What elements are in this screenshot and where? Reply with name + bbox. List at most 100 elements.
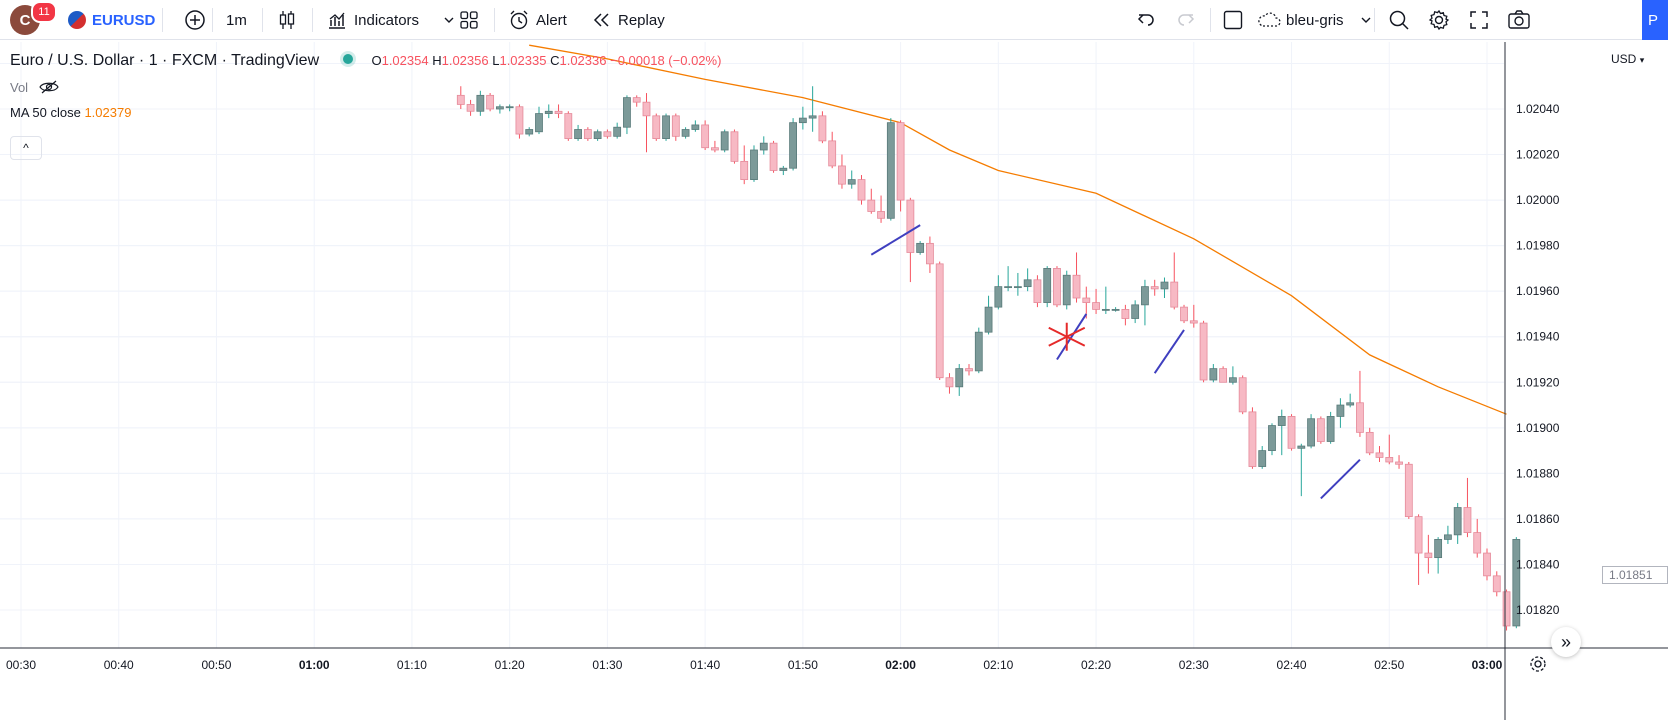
- candle: [984, 295, 993, 335]
- time-tick-label: 01:20: [495, 658, 525, 672]
- chart-type-button[interactable]: [276, 0, 298, 40]
- trend-line-drawing[interactable]: [1320, 458, 1361, 500]
- candle-body: [1131, 304, 1140, 319]
- candle: [994, 275, 1003, 310]
- fullscreen-button[interactable]: [1468, 0, 1490, 40]
- divider: [162, 8, 163, 32]
- alarm-clock-icon: [510, 10, 528, 30]
- candle-body: [1277, 416, 1286, 426]
- candle-body: [1111, 308, 1120, 311]
- settings-button[interactable]: [1428, 0, 1450, 40]
- candle: [1023, 268, 1032, 292]
- divider: [262, 8, 263, 32]
- candle-body: [1053, 268, 1061, 306]
- trend-line-drawing[interactable]: [870, 224, 921, 256]
- candle: [564, 111, 573, 141]
- interval-button[interactable]: 1m: [226, 0, 247, 40]
- ma50-line: [529, 44, 1507, 415]
- candle-body: [456, 94, 465, 105]
- symbol-name: EURUSD: [92, 11, 156, 29]
- candle: [1326, 411, 1335, 444]
- candle-body: [1121, 308, 1130, 319]
- compare-symbol-button[interactable]: [184, 0, 206, 40]
- layout-name-button[interactable]: bleu-gris: [1256, 0, 1374, 40]
- candle: [945, 373, 954, 394]
- candle: [1336, 398, 1345, 428]
- collapse-legend-button[interactable]: ^: [10, 136, 42, 160]
- candle-body: [740, 160, 749, 180]
- indicators-button[interactable]: Indicators: [326, 0, 457, 40]
- time-tick-label: 01:30: [592, 658, 622, 672]
- candle: [808, 86, 817, 132]
- candle: [720, 129, 729, 153]
- candle: [1512, 537, 1521, 629]
- candle: [1404, 461, 1413, 519]
- candle-body: [994, 286, 1003, 308]
- candle-body: [574, 129, 582, 140]
- user-drawings[interactable]: [870, 224, 1361, 500]
- candle-body: [1023, 279, 1032, 288]
- candle-body: [1326, 416, 1335, 442]
- ma-legend[interactable]: MA 50 close 1.02379: [10, 105, 131, 120]
- candle: [750, 145, 758, 182]
- close-label: C: [550, 53, 560, 68]
- candle-body: [759, 142, 768, 151]
- scroll-to-realtime-button[interactable]: »: [1551, 627, 1581, 657]
- symbol-search-button[interactable]: EURUSD: [68, 0, 155, 40]
- time-tick-label: 03:00: [1472, 658, 1503, 672]
- candle-body: [984, 306, 993, 333]
- candle: [1180, 304, 1188, 324]
- candle-body: [515, 106, 524, 135]
- redo-icon: [1178, 14, 1195, 26]
- candle-body: [974, 331, 983, 372]
- candle: [1414, 514, 1423, 585]
- snapshot-button[interactable]: [1507, 0, 1531, 40]
- candle-body: [1170, 281, 1179, 308]
- candle-body: [1395, 461, 1403, 465]
- candle: [544, 104, 553, 119]
- candle-body: [1238, 377, 1247, 413]
- candlestick-chart[interactable]: 1.02040 1.02020 1.02000 1.01980 1.01960 1.019…: [0, 40, 1668, 720]
- axis-settings-gear-icon[interactable]: [1530, 656, 1546, 672]
- redo-button[interactable]: [1176, 0, 1196, 40]
- legend-title: Euro / U.S. Dollar · 1 · FXCM · TradingV…: [10, 52, 320, 69]
- trend-line-drawing[interactable]: [1153, 329, 1185, 374]
- moving-average-line: [529, 44, 1507, 415]
- eye-crossed-icon[interactable]: [38, 80, 60, 94]
- replay-label: Replay: [618, 11, 665, 29]
- layouts-button[interactable]: [459, 0, 479, 40]
- ma-label: MA 50 close: [10, 105, 81, 120]
- price-tick-label: 1.01900: [1516, 421, 1560, 435]
- gear-icon-teeth: [1530, 656, 1546, 672]
- candle: [1248, 407, 1257, 469]
- undo-button[interactable]: [1136, 0, 1156, 40]
- fullscreen-layout-button[interactable]: [1222, 0, 1244, 40]
- currency-selector[interactable]: USD ▾: [1611, 52, 1644, 66]
- chevron-down-icon: [1361, 17, 1371, 23]
- candle: [1395, 455, 1403, 469]
- search-button[interactable]: [1388, 0, 1410, 40]
- candle: [886, 118, 895, 221]
- volume-legend[interactable]: Vol: [10, 80, 60, 95]
- chart-area[interactable]: 1.02040 1.02020 1.02000 1.01980 1.01960 1.019…: [0, 40, 1668, 720]
- candle: [1219, 366, 1228, 383]
- candle-body: [1033, 279, 1042, 303]
- candle-body: [564, 113, 573, 140]
- replay-button[interactable]: Replay: [592, 0, 665, 40]
- cross-marker-drawing[interactable]: [1048, 322, 1086, 351]
- candle: [1375, 446, 1384, 462]
- alert-button[interactable]: Alert: [508, 0, 567, 40]
- candle: [740, 145, 749, 185]
- candle: [583, 127, 592, 141]
- candle-body: [935, 263, 944, 379]
- candle-body: [779, 167, 788, 171]
- candle-body: [896, 122, 905, 201]
- chevron-up-icon: ^: [23, 141, 29, 155]
- candle: [505, 104, 514, 112]
- publish-button[interactable]: P: [1642, 0, 1668, 40]
- candle-body: [1228, 377, 1237, 383]
- trend-line-drawing[interactable]: [1056, 313, 1088, 361]
- avatar-letter: C: [19, 11, 31, 29]
- candle-body: [1287, 416, 1296, 449]
- plus-circle-icon: [185, 10, 205, 30]
